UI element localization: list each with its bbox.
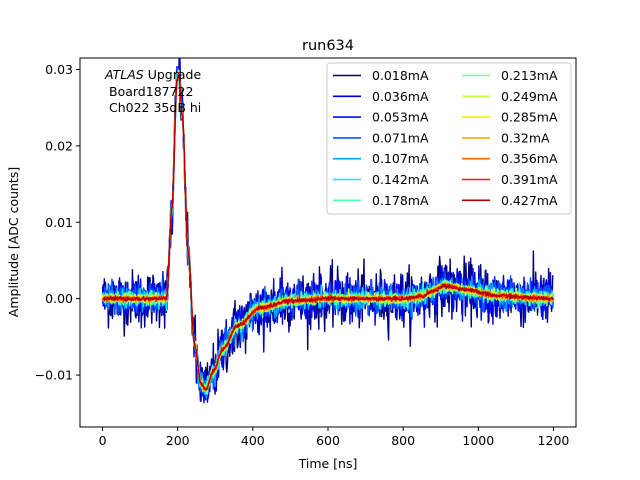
- chart-title: run634: [302, 38, 354, 54]
- y-axis-ticks: −0.01 0.00 0.01 0.02 0.03: [35, 62, 80, 383]
- legend-label: 0.32mA: [501, 130, 550, 145]
- y-axis-label: Amplitude [ADC counts]: [6, 167, 21, 317]
- y-tick-label: 0.02: [45, 138, 73, 153]
- legend-label: 0.356mA: [501, 151, 558, 166]
- legend-label: 0.178mA: [372, 193, 429, 208]
- x-axis-ticks: 0 200 400 600 800 1000 1200: [99, 427, 570, 448]
- legend-box: [326, 62, 572, 215]
- series-layer: [101, 58, 555, 404]
- x-tick-label: 200: [166, 433, 190, 448]
- x-tick-label: 400: [241, 433, 265, 448]
- annotation-line-2: Board187722: [109, 84, 193, 99]
- y-tick-label: 0.03: [45, 62, 73, 77]
- legend-label: 0.249mA: [501, 89, 558, 104]
- legend: 0.018mA 0.036mA 0.053mA 0.071mA 0.107mA 0.142…: [326, 62, 572, 215]
- x-tick-label: 600: [316, 433, 340, 448]
- y-tick-label: 0.00: [45, 291, 73, 306]
- annotation-italic: ATLAS: [104, 67, 144, 82]
- legend-label: 0.142mA: [372, 172, 429, 187]
- y-tick-label: 0.01: [45, 215, 73, 230]
- legend-label: 0.018mA: [372, 68, 429, 83]
- legend-label: 0.053mA: [372, 110, 429, 125]
- x-axis-label: Time [ns]: [298, 456, 358, 471]
- annotation-line-1: ATLAS Upgrade: [104, 67, 201, 82]
- legend-label: 0.036mA: [372, 89, 429, 104]
- legend-label: 0.391mA: [501, 172, 558, 187]
- x-tick-label: 1200: [538, 433, 570, 448]
- annotation-line-1-rest: Upgrade: [144, 67, 202, 82]
- x-tick-label: 0: [99, 433, 107, 448]
- legend-label: 0.427mA: [501, 193, 558, 208]
- legend-label: 0.213mA: [501, 68, 558, 83]
- legend-label: 0.107mA: [372, 151, 429, 166]
- legend-label: 0.071mA: [372, 130, 429, 145]
- annotation-line-3: Ch022 35dB hi: [109, 100, 201, 115]
- y-tick-label: −0.01: [35, 368, 73, 383]
- legend-label: 0.285mA: [501, 110, 558, 125]
- x-tick-label: 1000: [462, 433, 494, 448]
- series-line: [102, 72, 554, 391]
- atlas-annotation: ATLAS Upgrade Board187722 Ch022 35dB hi: [104, 67, 201, 115]
- x-tick-label: 800: [391, 433, 415, 448]
